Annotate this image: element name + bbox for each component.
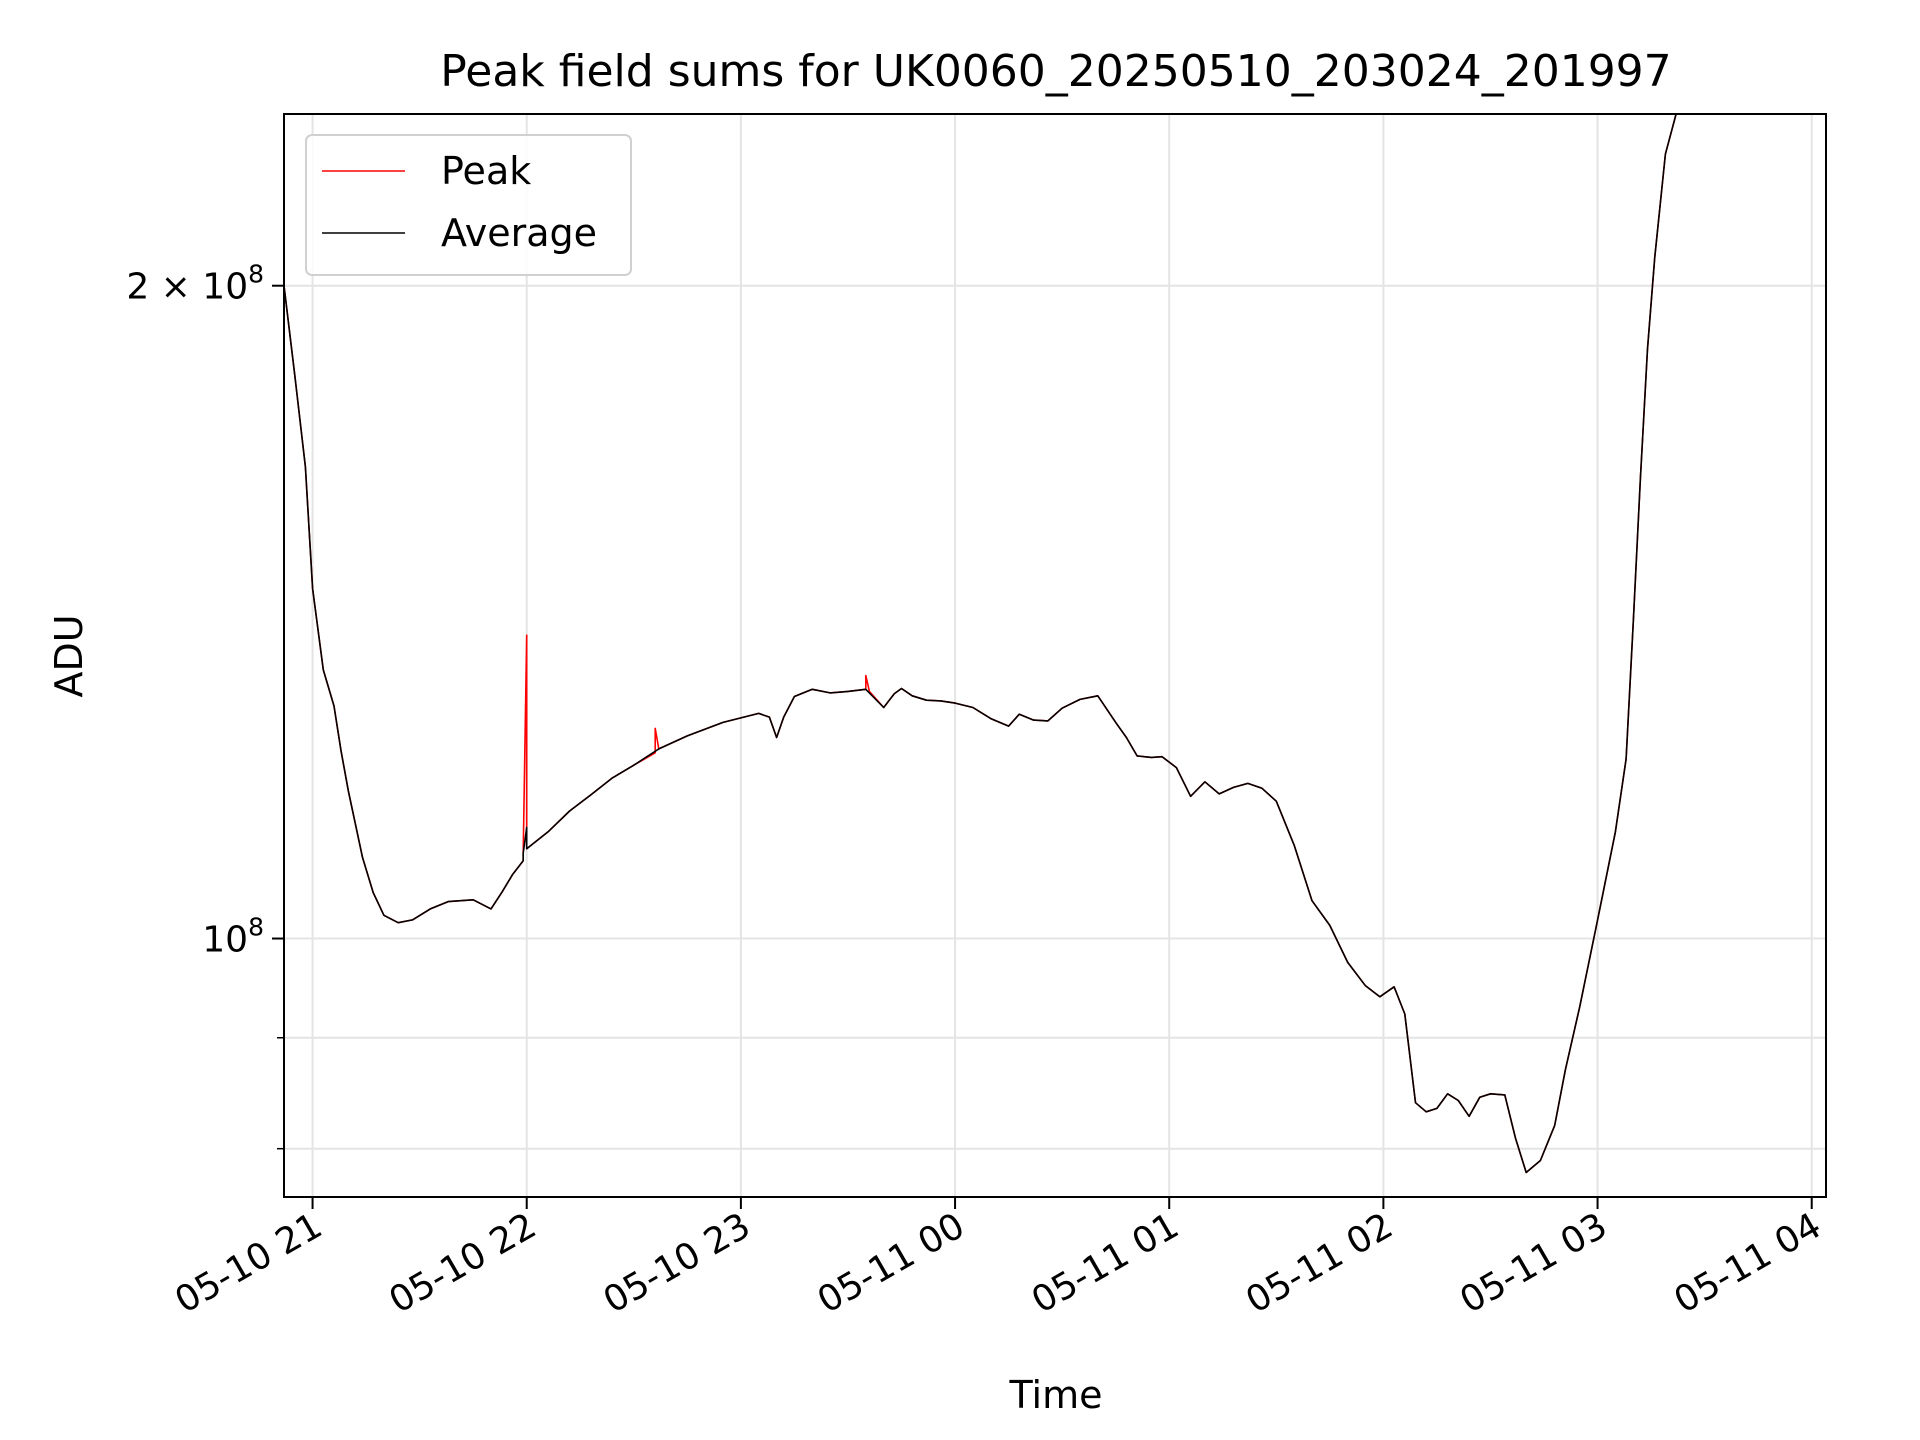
y-tick-label-exponent: 8 — [248, 260, 264, 289]
y-tick-label: 2 × 108 — [126, 260, 264, 308]
series-line-average — [284, 114, 1677, 1174]
y-tick-label-base: 10 — [202, 920, 248, 961]
chart-title: Peak field sums for UK0060_20250510_2030… — [440, 46, 1671, 97]
y-tick-label: 108 — [202, 913, 264, 961]
plot-frame — [283, 113, 1827, 1198]
legend-label-peak: Peak — [441, 149, 531, 193]
series-layer — [284, 114, 1677, 1174]
y-tick-label-exponent: 8 — [248, 913, 264, 942]
legend-box — [305, 134, 632, 276]
legend: Peak Average — [305, 134, 632, 276]
x-axis-label: Time — [1009, 1373, 1103, 1417]
legend-label-average: Average — [441, 211, 597, 255]
y-tick-label-base: 2 × 10 — [126, 267, 248, 308]
y-axis-label: ADU — [47, 614, 91, 697]
